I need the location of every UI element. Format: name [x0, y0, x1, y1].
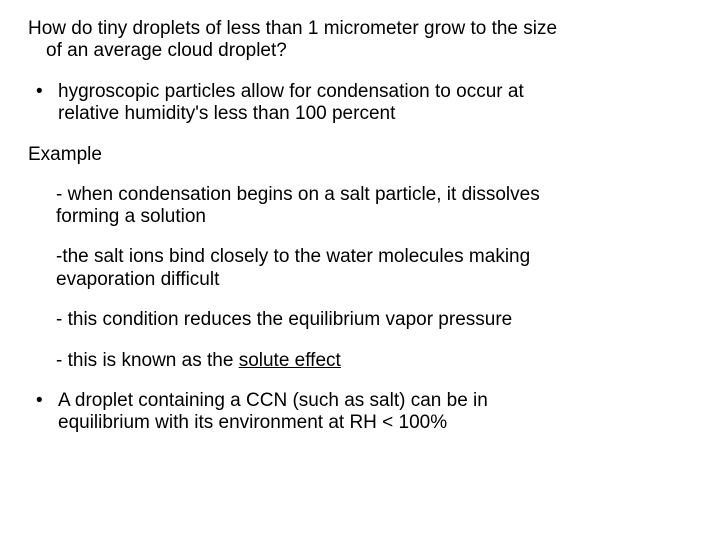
sub2-line1: -the salt ions bind closely to the water… — [56, 246, 692, 268]
slide-content: How do tiny droplets of less than 1 micr… — [0, 0, 720, 435]
bullet-glyph: • — [28, 390, 58, 435]
sub1-line1: - when condensation begins on a salt par… — [56, 184, 692, 206]
intro-line2: of an average cloud droplet? — [28, 40, 692, 62]
example-point-2: -the salt ions bind closely to the water… — [28, 246, 692, 291]
sub4-underlined: solute effect — [239, 350, 341, 371]
bullet-1-text: hygroscopic particles allow for condensa… — [58, 81, 692, 126]
bullet2-line1: A droplet containing a CCN (such as salt… — [58, 390, 692, 412]
example-point-4: - this is known as the solute effect — [28, 350, 692, 372]
bullet2-line2: equilibrium with its environment at RH <… — [58, 412, 692, 434]
bullet-2-text: A droplet containing a CCN (such as salt… — [58, 390, 692, 435]
sub2-line2: evaporation difficult — [56, 269, 692, 291]
bullet1-line1: hygroscopic particles allow for condensa… — [58, 81, 692, 103]
example-point-3: - this condition reduces the equilibrium… — [28, 309, 692, 331]
sub1-line2: forming a solution — [56, 206, 692, 228]
example-heading: Example — [28, 144, 692, 166]
bullet-item-2: • A droplet containing a CCN (such as sa… — [28, 390, 692, 435]
bullet1-line2: relative humidity's less than 100 percen… — [58, 103, 692, 125]
sub4-prefix: - this is known as the — [56, 350, 239, 371]
intro-question: How do tiny droplets of less than 1 micr… — [28, 18, 692, 63]
intro-line1: How do tiny droplets of less than 1 micr… — [28, 18, 692, 40]
bullet-glyph: • — [28, 81, 58, 126]
bullet-item-1: • hygroscopic particles allow for conden… — [28, 81, 692, 126]
sub3-text: - this condition reduces the equilibrium… — [56, 309, 512, 330]
example-point-1: - when condensation begins on a salt par… — [28, 184, 692, 229]
